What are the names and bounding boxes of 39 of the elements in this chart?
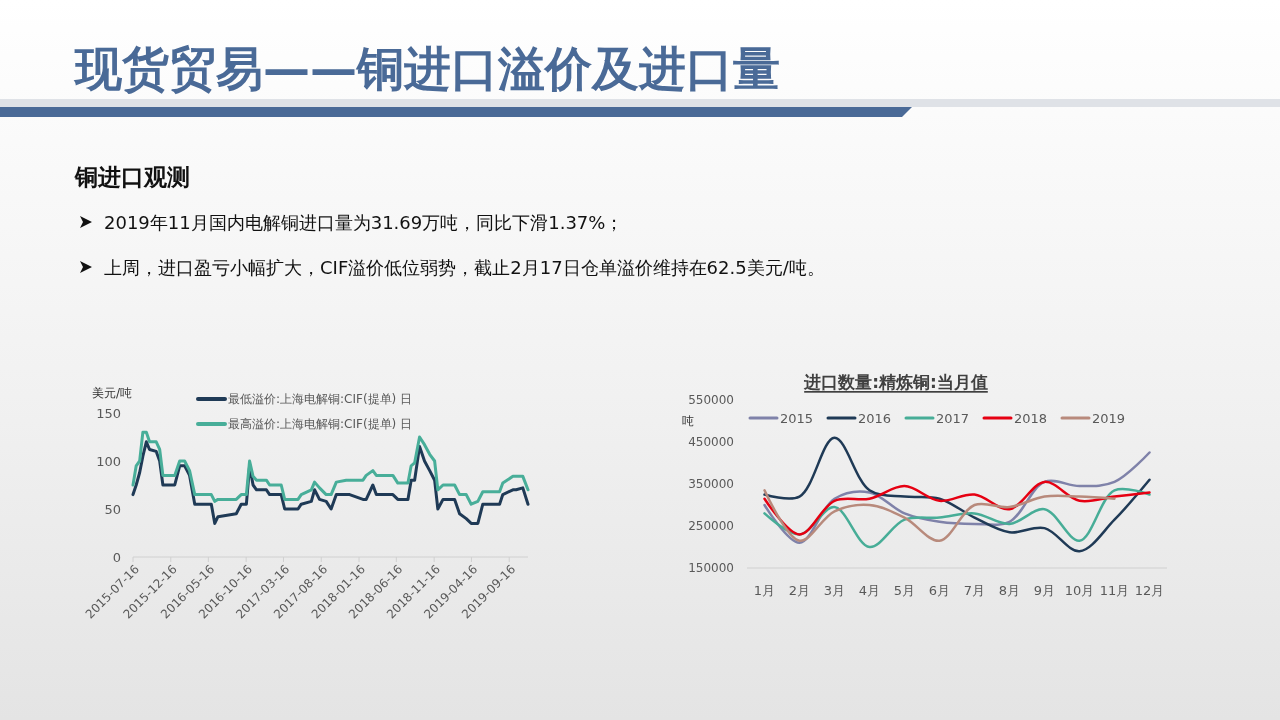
x-tick-label: 8月 <box>998 582 1021 598</box>
legend-label: 最低溢价:上海电解铜:CIF(提单) 日 <box>228 392 413 406</box>
y-tick-label: 100 <box>96 453 121 469</box>
chart-title: 进口数量:精炼铜:当月值 <box>803 372 988 392</box>
y-tick-label: 250000 <box>688 519 734 533</box>
line-series <box>763 436 1151 553</box>
y-tick-label: 150000 <box>688 561 734 575</box>
line-series <box>131 430 530 506</box>
x-tick-label: 2月 <box>788 582 811 598</box>
x-tick-label: 3月 <box>823 582 846 598</box>
y-tick-label: 0 <box>112 549 121 565</box>
legend-label: 2017 <box>936 410 970 426</box>
line-series <box>763 489 1116 542</box>
legend-label: 2018 <box>1014 410 1048 426</box>
legend-label: 2019 <box>1092 410 1126 426</box>
legend-label: 2016 <box>858 410 892 426</box>
y-axis-title: 吨 <box>682 414 694 428</box>
x-tick-label: 11月 <box>1099 582 1130 598</box>
line-series <box>131 440 530 525</box>
x-tick-label: 9月 <box>1033 582 1056 598</box>
x-tick-label: 7月 <box>963 582 986 598</box>
x-tick-label: 4月 <box>858 582 881 598</box>
legend-label: 最高溢价:上海电解铜:CIF(提单) 日 <box>228 417 413 431</box>
x-tick-label: 10月 <box>1064 582 1095 598</box>
y-tick-label: 350000 <box>688 477 734 491</box>
text: 现货贸易——铜进口溢价及进口量 <box>73 40 780 96</box>
x-tick-label: 5月 <box>893 582 916 598</box>
y-axis-title: 美元/吨 <box>92 386 133 400</box>
y-tick-label: 450000 <box>688 435 734 449</box>
x-tick-label: 12月 <box>1134 582 1165 598</box>
y-tick-label: 50 <box>104 501 121 517</box>
text: 2019年11月国内电解铜进口量为31.69万吨，同比下滑1.37%； <box>104 211 624 233</box>
y-tick-label: 550000 <box>688 393 734 407</box>
legend-label: 2015 <box>780 410 814 426</box>
x-tick-label: 1月 <box>753 582 776 598</box>
y-tick-label: 150 <box>96 405 121 421</box>
x-tick-label: 6月 <box>928 582 951 598</box>
text: 铜进口观测 <box>74 164 190 190</box>
text: 上周，进口盈亏小幅扩大，CIF溢价低位弱势，截止2月17日仓单溢价维持在62.5美元/吨。 <box>104 256 825 278</box>
